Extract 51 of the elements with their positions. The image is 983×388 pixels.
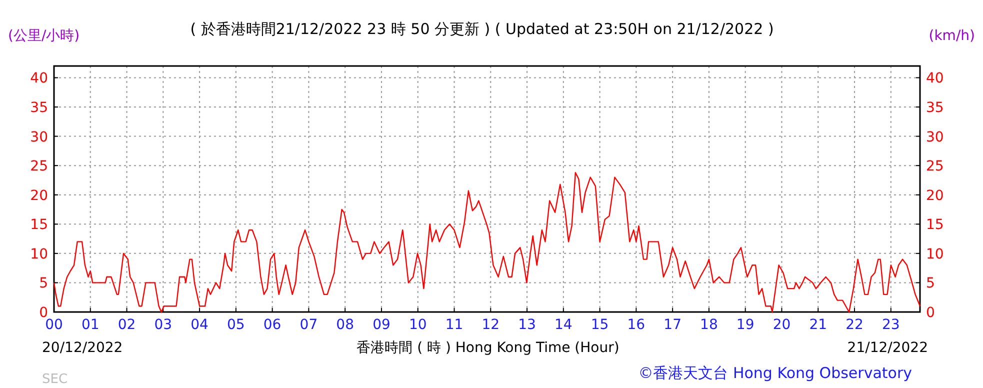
x-tick-label: 00 [45,317,63,333]
x-tick-label: 06 [263,317,282,333]
text: 21/12/2022 [847,340,928,356]
y-tick-label: 25 [30,158,48,175]
x-tick-label: 12 [482,317,500,333]
y-axis-title: (公里/小時) [8,28,80,44]
y2-tick-label: 0 [926,305,935,321]
x-tick-label: 02 [118,317,136,333]
x-tick-label: 19 [736,317,754,333]
y-tick-label: 10 [30,246,48,262]
y-tick-label: 5 [39,276,48,292]
x-tick-label: 10 [408,317,427,333]
x-tick-label: 16 [627,317,646,333]
y-tick-label: 15 [30,217,48,234]
y2-tick-label: 20 [926,188,944,204]
x-axis-title: 香港時間 ( 時 ) Hong Kong Time (Hour) [356,340,620,356]
y2-axis-title: (km/h) [928,28,975,44]
y2-tick-label: 40 [926,70,944,87]
x-tick-label: 05 [227,317,245,333]
y2-tick-label: 35 [926,100,944,116]
x-tick-label: 09 [372,317,390,333]
x-tick-label: 04 [190,317,209,333]
chart-title: ( 於香港時間21/12/2022 23 時 50 分更新 ) ( Updated at 23:50H on 21/12/2022 ) [190,20,774,38]
x-tick-label: 13 [518,317,536,333]
y-tick-label: 0 [39,305,48,321]
y-tick-label: 20 [30,188,48,204]
x-tick-label: 20 [772,317,791,333]
y2-tick-label: 5 [926,276,935,292]
y2-tick-label: 15 [926,217,944,234]
text: 20/12/2022 [42,340,123,356]
x-tick-label: 17 [664,317,682,333]
text: SEC [42,372,68,387]
text: ©香港天文台 Hong Kong Observatory [638,364,912,382]
x-tick-label: 11 [445,317,464,333]
x-tick-label: 18 [700,317,718,333]
y-tick-label: 40 [30,70,48,87]
y-tick-label: 35 [30,100,48,116]
y2-tick-label: 10 [926,246,944,262]
x-tick-label: 07 [300,317,318,333]
y-tick-label: 30 [30,129,48,146]
x-tick-label: 01 [81,317,100,333]
x-tick-label: 14 [554,317,572,333]
x-tick-label: 23 [882,317,900,333]
x-tick-label: 03 [154,317,172,333]
line-series [53,172,921,313]
x-tick-label: 15 [590,317,609,333]
x-tick-label: 22 [846,317,864,333]
y2-tick-label: 25 [926,158,944,175]
x-tick-label: 21 [809,317,828,333]
x-tick-label: 08 [336,317,354,333]
y2-tick-label: 30 [926,129,944,146]
